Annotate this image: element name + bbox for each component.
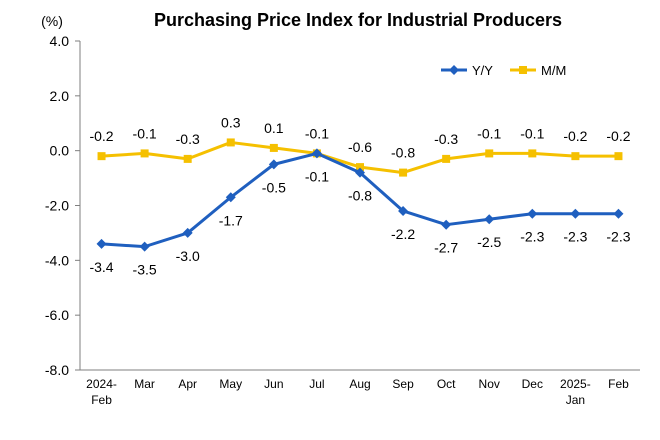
- data-point-yy: [311, 148, 322, 159]
- x-tick-label: 2024-Feb: [86, 377, 117, 407]
- data-point-yy: [484, 214, 495, 225]
- data-point-mm: [528, 149, 537, 158]
- data-label-mm: -0.3: [434, 131, 458, 147]
- data-point-mm: [442, 154, 451, 163]
- x-tick-label: 2025-Jan: [560, 377, 591, 407]
- data-point-yy: [96, 238, 107, 249]
- data-point-mm: [614, 152, 623, 161]
- data-label-yy: -2.2: [391, 226, 415, 242]
- data-label-yy: -2.5: [477, 234, 501, 250]
- data-label-yy: -2.3: [606, 229, 630, 245]
- data-label-mm: -0.2: [563, 128, 587, 144]
- x-tick-label: Oct: [437, 377, 456, 391]
- data-label-mm: -0.8: [391, 145, 415, 161]
- data-point-yy: [268, 159, 279, 170]
- y-tick-label: 0.0: [50, 143, 70, 159]
- data-label-yy: -3.4: [89, 259, 113, 275]
- data-point-mm: [97, 152, 106, 161]
- x-tick-label: Sep: [392, 377, 414, 391]
- data-label-mm: -0.3: [176, 131, 200, 147]
- data-label-yy: -2.3: [563, 229, 587, 245]
- data-label-yy: -3.0: [176, 248, 200, 264]
- data-point-yy: [613, 208, 624, 219]
- x-tick-label: Apr: [178, 377, 197, 391]
- x-tick-label: Dec: [522, 377, 543, 391]
- legend: Y/Y M/M: [441, 63, 566, 78]
- x-tick-label: May: [219, 377, 242, 391]
- data-label-mm: -0.2: [606, 128, 630, 144]
- data-point-mm: [183, 154, 192, 163]
- data-label-yy: -3.5: [133, 262, 157, 278]
- x-tick-label: Nov: [479, 377, 500, 391]
- x-tick-label: Jun: [264, 377, 283, 391]
- y-tick-label: -8.0: [45, 362, 69, 378]
- series-layer: [96, 138, 624, 252]
- data-point-yy: [355, 167, 365, 178]
- data-point-yy: [139, 241, 150, 252]
- data-point-mm: [399, 168, 408, 177]
- data-label-yy: -1.7: [219, 212, 243, 228]
- data-point-yy: [570, 208, 581, 219]
- y-tick-label: -2.0: [45, 198, 69, 214]
- x-tick-label: Mar: [134, 377, 155, 391]
- chart-title: Purchasing Price Index for Industrial Pr…: [154, 10, 562, 30]
- data-point-mm: [269, 143, 278, 152]
- data-point-mm: [140, 149, 149, 158]
- y-axis-unit: (%): [41, 13, 63, 29]
- legend-marker-yy: [449, 65, 459, 75]
- data-label-mm: -0.1: [133, 125, 157, 141]
- data-label-yy: -0.5: [262, 179, 286, 195]
- x-tick-label: Feb: [608, 377, 629, 391]
- data-label-mm: -0.1: [305, 125, 329, 141]
- legend-label-yy: Y/Y: [472, 63, 493, 78]
- data-point-mm: [485, 149, 494, 158]
- y-tick-label: -6.0: [45, 307, 69, 323]
- data-label-mm: -0.6: [348, 139, 372, 155]
- data-point-mm: [226, 138, 235, 147]
- y-tick-label: 2.0: [50, 88, 70, 104]
- data-point-yy: [225, 192, 236, 203]
- data-label-yy: -2.3: [520, 229, 544, 245]
- data-label-mm: -0.1: [520, 125, 544, 141]
- data-label-yy: -2.7: [434, 240, 458, 256]
- data-point-yy: [527, 208, 538, 219]
- data-label-mm: -0.1: [477, 125, 501, 141]
- legend-label-mm: M/M: [541, 63, 566, 78]
- data-labels: -3.4 -3.5 -3.0 -1.7 -0.5 -0.1 -0.8 -2.2 -2.7 -2.5…: [89, 114, 630, 277]
- x-tick-label: Aug: [349, 377, 370, 391]
- x-tick-label: Jul: [309, 377, 324, 391]
- data-label-mm: 0.3: [221, 114, 241, 130]
- data-point-yy: [182, 227, 193, 238]
- data-label-mm: -0.2: [89, 128, 113, 144]
- axes: 4.0 2.0 0.0 -2.0 -4.0 -6.0 -8.0 2024-Feb Mar Apr M…: [45, 33, 640, 407]
- y-tick-label: -4.0: [45, 252, 69, 268]
- data-label-yy: -0.1: [305, 168, 329, 184]
- data-point-yy: [398, 205, 409, 216]
- data-point-mm: [571, 152, 580, 161]
- data-point-yy: [441, 219, 452, 230]
- data-point-mm: [356, 163, 364, 172]
- data-label-mm: 0.1: [264, 120, 284, 136]
- legend-marker-mm: [519, 66, 527, 74]
- data-label-yy: -0.8: [348, 188, 372, 204]
- y-tick-label: 4.0: [50, 33, 70, 49]
